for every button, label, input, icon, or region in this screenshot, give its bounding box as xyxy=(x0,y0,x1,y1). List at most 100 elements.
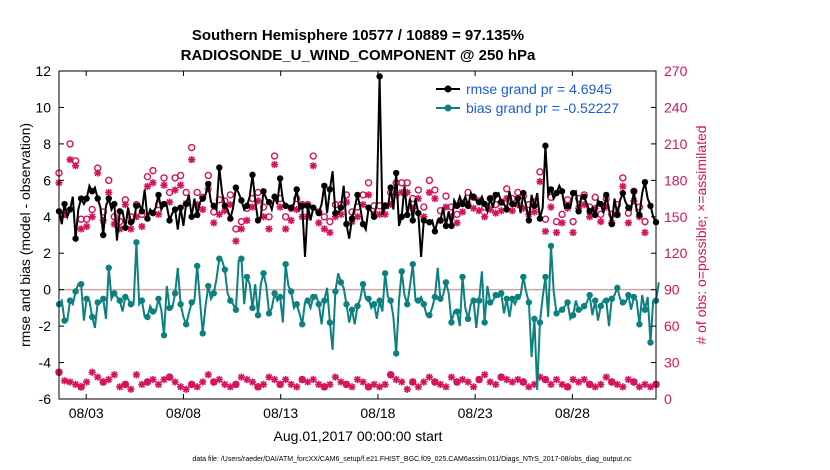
obs-assimilated-point xyxy=(431,194,439,203)
obs-assimilated-point xyxy=(270,160,279,169)
obs-possible-point xyxy=(619,174,627,182)
rmse-point xyxy=(227,215,234,222)
y-axis-label-left: rmse and bias (model - observation) xyxy=(17,123,33,347)
bias-point xyxy=(149,308,157,315)
rmse-point xyxy=(448,222,455,230)
bias-point xyxy=(160,332,168,339)
obs-star-stroke xyxy=(265,373,273,381)
obs-star-stroke xyxy=(326,381,334,388)
obs-assimilated-low-point xyxy=(575,378,583,386)
obs-assimilated-low-point xyxy=(259,380,268,389)
bias-point xyxy=(249,304,256,312)
rmse-point xyxy=(426,219,433,226)
rmse-point xyxy=(647,202,654,210)
obs-star-stroke xyxy=(597,381,604,388)
bias-point xyxy=(199,330,206,337)
obs-assimilated-low-point xyxy=(492,380,500,389)
bias-point xyxy=(603,297,610,304)
obs-assimilated-low-point xyxy=(464,378,472,386)
bias-point xyxy=(641,306,649,313)
rmse-point xyxy=(205,180,212,188)
obs-possible-low-point xyxy=(475,375,483,384)
bias-point xyxy=(392,350,400,357)
obs-star-stroke xyxy=(199,206,206,213)
rmse-point xyxy=(315,209,323,217)
rmse-point xyxy=(575,208,582,215)
rmse-point xyxy=(177,204,184,211)
obs-star-stroke xyxy=(558,381,566,388)
obs-star-stroke xyxy=(641,229,649,236)
bias-point xyxy=(254,311,262,319)
rmse-point xyxy=(625,204,632,211)
obs-possible-point xyxy=(364,179,373,187)
x-axis-label: Aug.01,2017 00:00:00 start xyxy=(274,428,443,444)
obs-assimilated-low-point xyxy=(154,380,163,389)
obs-assimilated-point xyxy=(453,219,461,227)
obs-star-stroke xyxy=(470,383,477,391)
obs-star-stroke xyxy=(575,378,582,386)
rmse-point xyxy=(66,206,74,213)
obs-star-stroke xyxy=(83,378,90,386)
x-tick-label: 08/23 xyxy=(458,405,493,421)
obs-possible-point xyxy=(536,168,544,176)
bias-point xyxy=(133,239,140,246)
obs-possible-low-point xyxy=(541,375,550,384)
obs-star-stroke xyxy=(216,376,223,383)
rmse-point xyxy=(569,189,577,197)
obs-star-stroke xyxy=(315,219,323,227)
obs-possible-point xyxy=(552,217,561,226)
rmse-point xyxy=(431,228,439,235)
obs-star-stroke xyxy=(83,223,90,230)
obs-assimilated-low-point xyxy=(243,375,251,384)
obs-star-stroke xyxy=(166,198,173,206)
obs-star-stroke xyxy=(531,208,538,216)
obs-possible-point xyxy=(226,191,235,199)
obs-assimilated-point xyxy=(641,228,649,237)
obs-star-stroke xyxy=(276,203,284,211)
obs-assimilated-low-point xyxy=(442,383,450,391)
obs-star-stroke xyxy=(149,179,157,187)
bias-point xyxy=(321,297,328,304)
obs-assimilated-point xyxy=(177,181,185,189)
bias-point xyxy=(166,304,173,312)
obs-star-stroke xyxy=(260,381,267,388)
left-y-tick-label: 2 xyxy=(43,245,51,261)
obs-assimilated-low-point xyxy=(171,378,179,386)
obs-assimilated-point xyxy=(492,209,500,217)
bias-point xyxy=(343,301,350,308)
obs-star-stroke xyxy=(210,219,218,227)
obs-assimilated-low-point xyxy=(508,378,516,386)
obs-assimilated-point xyxy=(364,191,373,199)
bias-point xyxy=(205,282,212,290)
obs-star-stroke xyxy=(426,373,433,381)
obs-assimilated-low-point xyxy=(370,380,378,389)
rmse-point xyxy=(597,200,604,208)
obs-star-stroke xyxy=(542,228,549,235)
rmse-point xyxy=(486,195,494,202)
bias-point xyxy=(370,301,378,308)
obs-possible-point xyxy=(281,213,290,221)
bias-point xyxy=(271,290,278,297)
obs-star-stroke xyxy=(160,181,168,189)
obs-star-stroke xyxy=(282,376,289,383)
bias-point xyxy=(437,295,444,302)
bias-point xyxy=(525,299,533,306)
legend-bias-marker xyxy=(444,104,452,112)
bias-point xyxy=(630,293,638,301)
obs-assimilated-point xyxy=(138,222,146,231)
obs-possible-low-point xyxy=(232,380,240,389)
obs-assimilated-point xyxy=(265,225,273,233)
obs-assimilated-point xyxy=(353,213,362,221)
rmse-point xyxy=(337,204,345,211)
obs-possible-low-point xyxy=(630,378,638,386)
obs-assimilated-low-point xyxy=(425,373,433,381)
bias-point xyxy=(509,295,516,302)
obs-assimilated-point xyxy=(309,162,317,170)
obs-possible-low-point xyxy=(121,380,130,389)
rmse-point xyxy=(238,197,245,204)
obs-assimilated-low-point xyxy=(558,380,566,389)
bias-point xyxy=(265,310,273,317)
bias-point xyxy=(398,268,405,275)
bias-point xyxy=(580,302,588,310)
obs-assimilated-point xyxy=(237,225,246,233)
